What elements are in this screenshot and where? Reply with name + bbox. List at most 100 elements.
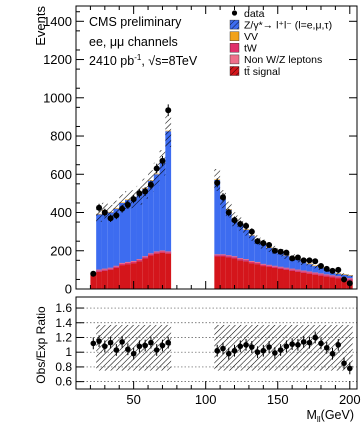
tw-bar [346,279,353,281]
uncertainty-band [96,206,102,222]
dy-bar [283,255,290,270]
uncertainty-band [306,261,313,267]
tw-bar [248,261,255,264]
tw-bar [159,251,166,253]
nonw-bar [295,269,301,271]
ratio-point [119,339,125,345]
ratio-point [254,349,261,356]
data-point [306,257,313,264]
data-point [130,196,137,203]
signal-bar [119,265,125,289]
x-axis-label: Mll(GeV) [306,408,354,422]
legend-swatch-hatch [230,66,239,76]
signal-bar [124,264,131,289]
legend-swatch [229,31,240,41]
data-point [153,165,160,172]
dy-bar [124,200,131,265]
data-point [159,157,166,164]
tw-bar [136,260,143,262]
signal-bar [90,274,97,289]
nonw-bar [214,254,221,256]
uncertainty-band [113,200,120,217]
uncertainty-band [243,223,249,236]
nonw-bar [312,272,319,274]
signal-bar [271,267,278,289]
dy-bar [266,247,272,268]
signal-bar [306,273,313,289]
ratio-point [102,343,108,350]
nonw-bar [329,275,336,277]
nonw-bar [260,263,267,265]
tw-bar [165,252,172,254]
nonw-bar [248,260,255,262]
tw-bar [312,273,319,275]
dy-bar [153,174,160,254]
ratio-y-tick-label: 1.2 [55,330,72,344]
nonw-bar [283,267,290,269]
nonw-bar [289,268,296,270]
ratio-point [312,334,319,341]
data-point [341,276,348,283]
lumi-exponent: -1 [134,53,142,62]
tw-bar [289,269,296,271]
ratio-point [300,339,307,345]
data-point [335,266,342,273]
signal-bar [248,263,255,289]
legend-label: tW [244,43,257,55]
data-point [107,215,114,222]
data-point [142,188,149,195]
tw-bar [113,266,120,268]
y-tick-label: 0 [65,282,72,297]
dy-bar [318,267,324,276]
signal-bar [335,278,342,289]
ratio-y-tick-label: 0.6 [55,375,72,389]
dy-bar [329,271,336,278]
dy-bar [214,180,221,257]
signal-bar [266,267,272,289]
data-point [300,257,307,264]
data-point [254,238,261,245]
ratio-y-axis-label: Obs/Exp Ratio [34,306,48,384]
tw-bar [300,271,307,273]
dy-bar [306,264,313,274]
ratio-point [136,343,143,350]
ratio-point [130,350,137,357]
ratio-point [107,339,114,346]
legend-label: Non W/Z leptons [244,54,322,66]
signal-bar [214,256,221,289]
ratio-point [125,346,131,353]
tw-bar [323,275,330,277]
nonw-bar [124,261,131,263]
dy-bar [113,208,120,268]
ratio-point [225,350,232,357]
ratio-point [220,345,226,352]
nonw-bar [96,269,102,271]
tw-bar [254,262,261,265]
experiment-label: CMS preliminary [89,15,182,29]
tw-bar [243,260,249,262]
dy-bar [148,180,154,256]
signal-bar [165,253,172,289]
y-tick-label: 1000 [43,90,72,105]
nonw-bar [153,251,160,253]
nonw-bar [306,271,313,273]
dy-bar [300,262,307,273]
tw-bar [124,262,131,265]
ratio-point [237,343,244,350]
data-point [260,240,267,247]
y-tick-label: 600 [50,167,72,182]
dy-bar [289,257,296,271]
ratio-point [329,350,336,357]
legend-label: Z/γ*→ l⁺l⁻ (l=e,μ,τ) [244,19,332,31]
nonw-bar [231,256,238,258]
data-point [147,181,154,188]
dy-bar [136,195,143,262]
nonw-bar [237,258,244,260]
nonw-bar [243,259,249,261]
main-y-axis: 0 200 400 600 800 1000 1200 1400 [43,6,357,297]
dy-bar [220,199,226,257]
dy-bar [271,249,278,268]
signal-bar [107,269,114,289]
